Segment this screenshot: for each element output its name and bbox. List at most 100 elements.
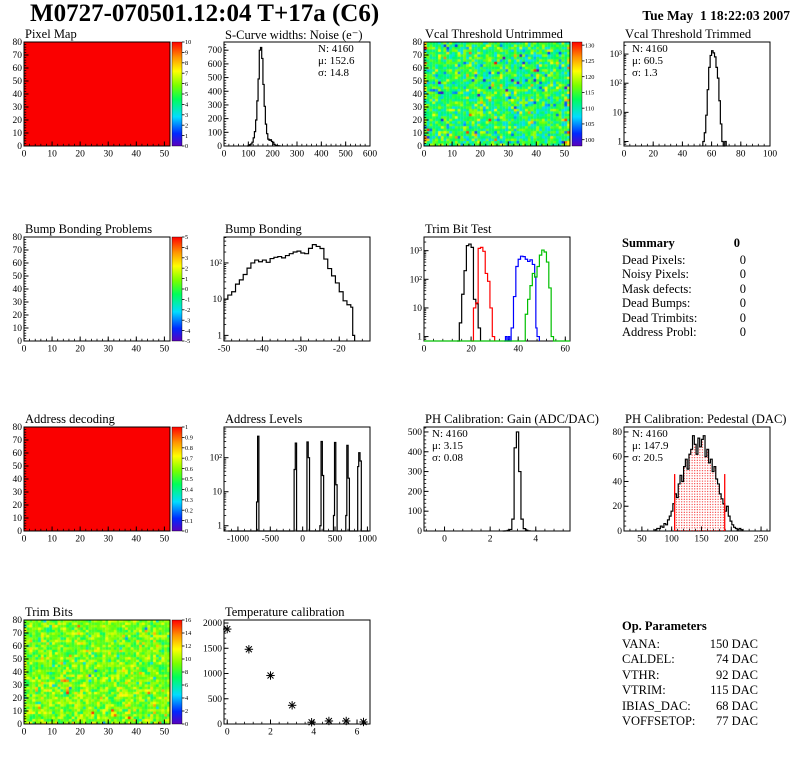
svg-text:10: 10 <box>13 129 23 139</box>
svg-text:10³: 10³ <box>610 50 623 60</box>
svg-text:6: 6 <box>185 81 188 88</box>
op-parameters-panel: Op. Parameters VANA: 150 DAC CALDEL: 74 DA… <box>600 608 796 738</box>
svg-text:2: 2 <box>185 265 188 272</box>
svg-text:80: 80 <box>13 38 23 48</box>
svg-text:0: 0 <box>17 142 22 152</box>
svg-text:50: 50 <box>637 535 647 545</box>
svg-text:7: 7 <box>185 70 188 77</box>
svg-text:30: 30 <box>13 298 23 308</box>
svg-text:500: 500 <box>208 695 223 705</box>
svg-text:8: 8 <box>185 669 188 676</box>
svg-text:5: 5 <box>185 91 188 98</box>
op-parameter-row: VANA: 150 DAC <box>622 637 758 652</box>
svg-text:40: 40 <box>13 90 23 100</box>
svg-text:200: 200 <box>266 150 281 160</box>
plot-title: Bump Bonding <box>225 222 302 236</box>
summary-value: 0 <box>739 310 746 325</box>
svg-text:20: 20 <box>75 535 85 545</box>
svg-text:60: 60 <box>561 345 571 355</box>
svg-text:80: 80 <box>13 233 23 243</box>
svg-text:0: 0 <box>185 143 188 150</box>
plot-title: PH Calibration: Gain (ADC/DAC) <box>425 412 599 426</box>
svg-text:14: 14 <box>185 630 192 637</box>
svg-text:0.8: 0.8 <box>185 445 193 452</box>
svg-text:70: 70 <box>13 629 23 639</box>
svg-text:105: 105 <box>585 121 594 128</box>
svg-text:10²: 10² <box>210 454 223 464</box>
svg-text:100: 100 <box>665 535 680 545</box>
plot-title: Vcal Threshold Trimmed <box>625 27 752 41</box>
svg-text:2000: 2000 <box>203 619 222 629</box>
svg-text:9: 9 <box>185 50 188 57</box>
svg-text:0.6: 0.6 <box>185 466 193 473</box>
svg-text:200: 200 <box>208 115 223 125</box>
svg-text:50: 50 <box>13 462 23 472</box>
op-parameter-value: 150 DAC <box>709 637 758 651</box>
svg-text:N: 4160: N: 4160 <box>632 43 668 55</box>
svg-text:20: 20 <box>75 150 85 160</box>
svg-text:-1000: -1000 <box>227 535 249 545</box>
svg-text:70: 70 <box>13 246 23 256</box>
plot-axes: 0 100 200 300 400 500 600 0 100 200 300 400 500 600 70… <box>208 41 378 160</box>
svg-text:60: 60 <box>707 150 717 160</box>
svg-text:3: 3 <box>185 112 188 119</box>
svg-text:80: 80 <box>13 423 23 433</box>
svg-text:σ: 0.08: σ: 0.08 <box>432 452 463 464</box>
svg-text:500: 500 <box>339 150 354 160</box>
svg-text:4: 4 <box>533 535 538 545</box>
svg-text:10: 10 <box>185 656 191 663</box>
svg-text:0: 0 <box>22 728 27 738</box>
summary-value: 0 <box>739 267 746 282</box>
svg-text:1: 1 <box>185 424 188 431</box>
svg-text:30: 30 <box>103 535 113 545</box>
svg-text:-3: -3 <box>185 317 190 324</box>
svg-text:40: 40 <box>13 668 23 678</box>
svg-text:700: 700 <box>208 46 223 56</box>
summary-row: Dead Trimbits: 0 <box>622 311 746 326</box>
svg-text:20: 20 <box>75 345 85 355</box>
svg-text:80: 80 <box>13 616 23 626</box>
svg-text:130: 130 <box>585 42 594 49</box>
summary-row: Dead Bumps: 0 <box>622 296 746 311</box>
svg-text:-40: -40 <box>256 345 269 355</box>
summary-value: 0 <box>739 296 746 311</box>
op-parameter-label: VANA: <box>622 637 660 651</box>
summary-row: Mask defects: 0 <box>622 282 746 297</box>
svg-text:30: 30 <box>103 728 113 738</box>
svg-text:10: 10 <box>213 488 223 498</box>
summary-label: Dead Bumps: <box>622 296 691 311</box>
svg-text:4: 4 <box>311 728 316 738</box>
svg-text:40: 40 <box>13 285 23 295</box>
svg-text:10²: 10² <box>410 275 423 285</box>
svg-text:0.4: 0.4 <box>185 487 194 494</box>
svg-text:600: 600 <box>363 150 378 160</box>
svg-text:2: 2 <box>268 728 273 738</box>
svg-text:80: 80 <box>413 38 423 48</box>
op-parameter-value: 92 DAC <box>715 667 758 682</box>
svg-text:40: 40 <box>13 475 23 485</box>
svg-text:5: 5 <box>185 234 188 241</box>
op-parameter-value: 74 DAC <box>715 652 758 667</box>
op-parameter-label: CALDEL: <box>622 652 675 667</box>
svg-text:40: 40 <box>513 345 523 355</box>
svg-text:80: 80 <box>613 428 623 438</box>
svg-text:0: 0 <box>617 527 622 537</box>
svg-text:0: 0 <box>185 528 188 535</box>
plot-axes: 130 125 120 115 110 105 100 0 10 20 30 40 50 0 10 20 30 4… <box>413 38 595 160</box>
svg-text:3: 3 <box>185 255 188 262</box>
op-parameter-label: VTHR: <box>622 667 660 682</box>
svg-text:400: 400 <box>408 448 423 458</box>
plot-title: Trim Bit Test <box>425 222 492 236</box>
svg-text:500: 500 <box>208 74 223 84</box>
svg-text:N: 4160: N: 4160 <box>632 428 668 440</box>
svg-text:2: 2 <box>185 122 188 129</box>
svg-text:μ: 60.5: μ: 60.5 <box>632 55 663 67</box>
plot-trim-bits: Trim Bits 16 14 12 10 8 6 4 2 0 0 10 20 30 40 50 0 10 20 3… <box>0 605 200 738</box>
svg-text:1000: 1000 <box>358 535 377 545</box>
svg-text:100: 100 <box>763 150 778 160</box>
